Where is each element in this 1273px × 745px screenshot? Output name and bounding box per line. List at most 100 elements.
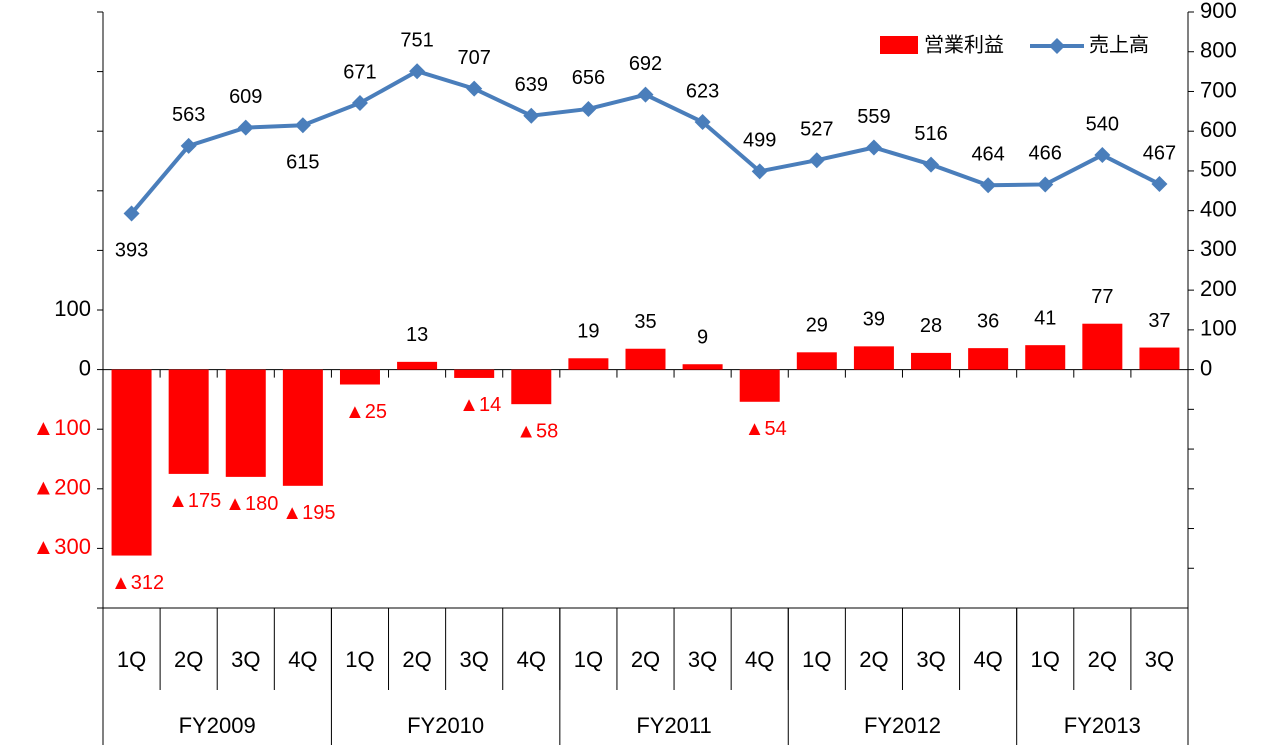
- y-tick-label: ▲300: [33, 534, 91, 559]
- x-tick-label: 1Q: [802, 647, 831, 672]
- bar: [853, 346, 894, 370]
- x-tick-label: 2Q: [402, 647, 431, 672]
- line-label: 393: [115, 240, 148, 262]
- x-tick-label: 4Q: [745, 647, 774, 672]
- marker: [865, 139, 882, 156]
- x-tick-label: 3Q: [916, 647, 945, 672]
- x-tick-label: 1Q: [117, 647, 146, 672]
- bar-label: 41: [1034, 307, 1056, 329]
- marker: [1037, 176, 1054, 193]
- marker: [1151, 176, 1168, 193]
- bar-label: 39: [863, 309, 885, 331]
- group-label: FY2011: [636, 713, 711, 738]
- bar: [111, 369, 152, 556]
- y-tick-label: 0: [79, 355, 91, 380]
- legend-swatch: [880, 36, 918, 54]
- y-tick-label: 100: [54, 296, 91, 321]
- line-label: 639: [515, 74, 548, 96]
- bar-label: 19: [577, 321, 599, 343]
- marker: [237, 119, 254, 136]
- line-label: 656: [572, 67, 605, 89]
- line-label: 692: [629, 53, 662, 75]
- marker: [409, 63, 426, 80]
- x-tick-label: 2Q: [631, 647, 660, 672]
- bar-label: 36: [977, 310, 999, 332]
- marker: [523, 107, 540, 124]
- x-tick-label: 3Q: [460, 647, 489, 672]
- bar: [1025, 345, 1066, 370]
- y-tick-label: ▲100: [33, 415, 91, 440]
- bar: [739, 369, 780, 402]
- x-tick-label: 3Q: [231, 647, 260, 672]
- bar: [568, 358, 609, 370]
- x-tick-label: 1Q: [574, 647, 603, 672]
- x-tick-label: 3Q: [1145, 647, 1174, 672]
- legend-swatch: [1049, 38, 1065, 54]
- x-tick-label: 4Q: [288, 647, 317, 672]
- y2-tick-label: 600: [1200, 117, 1237, 142]
- bar-label: ▲25: [345, 401, 387, 423]
- legend-label: 営業利益: [924, 33, 1004, 56]
- y2-tick-label: 800: [1200, 38, 1237, 63]
- line-label: 516: [914, 123, 947, 145]
- bar-label: ▲195: [282, 502, 335, 524]
- line-label: 540: [1086, 113, 1119, 135]
- y2-tick-label: 400: [1200, 196, 1237, 221]
- bar: [911, 352, 952, 370]
- bar: [282, 369, 323, 486]
- line-label: 527: [800, 118, 833, 140]
- bar: [225, 369, 266, 477]
- line-label: 466: [1029, 143, 1062, 165]
- bar: [796, 352, 837, 370]
- marker: [637, 86, 654, 103]
- line-label: 671: [343, 61, 376, 83]
- x-tick-label: 1Q: [1031, 647, 1060, 672]
- bar: [454, 369, 495, 378]
- line-label: 464: [971, 144, 1004, 166]
- group-label: FY2010: [407, 713, 484, 738]
- y2-tick-label: 500: [1200, 157, 1237, 182]
- bar-label: 13: [406, 324, 428, 346]
- y2-tick-label: 900: [1200, 0, 1237, 23]
- group-label: FY2012: [864, 713, 941, 738]
- bar: [1082, 323, 1123, 370]
- x-tick-label: 4Q: [517, 647, 546, 672]
- line-label: 559: [857, 106, 890, 128]
- x-tick-label: 3Q: [688, 647, 717, 672]
- bar-label: ▲54: [745, 418, 787, 440]
- y2-tick-label: 0: [1200, 355, 1212, 380]
- marker: [1094, 147, 1111, 164]
- group-label: FY2013: [1064, 713, 1141, 738]
- y2-tick-label: 100: [1200, 316, 1237, 341]
- marker: [694, 114, 711, 131]
- line-label: 623: [686, 80, 719, 102]
- y-tick-label: ▲200: [33, 475, 91, 500]
- group-label: FY2009: [179, 713, 256, 738]
- line-label: 707: [457, 47, 490, 69]
- bar-label: 77: [1091, 286, 1113, 308]
- bar: [168, 369, 209, 474]
- bar: [1139, 347, 1180, 370]
- y2-tick-label: 300: [1200, 236, 1237, 261]
- marker: [923, 156, 940, 173]
- x-tick-label: 2Q: [174, 647, 203, 672]
- line-label: 499: [743, 130, 776, 152]
- bar: [511, 369, 552, 405]
- bar-label: 37: [1148, 310, 1170, 332]
- y2-tick-label: 700: [1200, 77, 1237, 102]
- line-label: 615: [286, 152, 319, 174]
- bar-label: ▲180: [225, 493, 278, 515]
- marker: [751, 163, 768, 180]
- marker: [466, 80, 483, 97]
- marker: [123, 205, 140, 222]
- bar-label: ▲175: [168, 490, 221, 512]
- marker: [980, 177, 997, 194]
- line-label: 563: [172, 104, 205, 126]
- bar-label: 29: [806, 315, 828, 337]
- legend-label: 売上高: [1089, 33, 1149, 56]
- x-tick-label: 2Q: [1088, 647, 1117, 672]
- line-label: 609: [229, 86, 262, 108]
- bar: [625, 348, 666, 370]
- x-tick-label: 4Q: [973, 647, 1002, 672]
